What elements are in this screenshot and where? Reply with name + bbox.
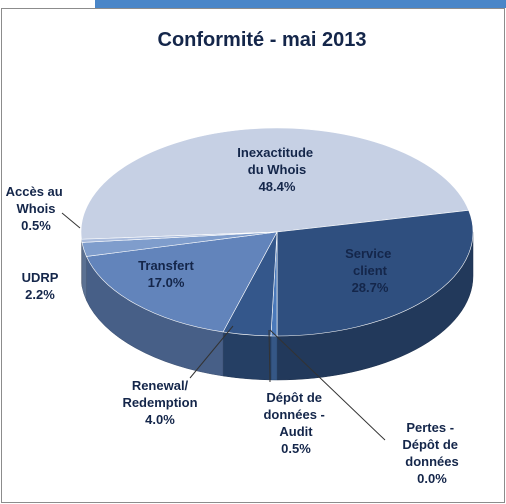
label-line: Dépôt de [402,437,461,452]
label-line: données [405,454,458,469]
slice-side [81,239,83,287]
data-label-name: Service client [345,246,395,278]
data-label-value: 2.2% [25,287,55,302]
data-label-value: 48.4% [259,179,296,194]
label-line: données - [263,407,328,422]
data-label-name: Transfert [138,258,194,273]
label-line: Renewal/ [132,378,189,393]
label-line: du Whois [248,162,307,177]
label-line: Inexactitude [237,145,316,160]
labels: Inexactitude du Whois 48.4% Service client… [6,145,462,486]
pie-tops [80,127,474,337]
slice-side [222,331,272,381]
label-line: Accès au [6,184,67,199]
data-label-value: 0.5% [281,441,311,456]
slice [80,127,470,240]
data-label-name: Accès au Whois [6,184,67,216]
top-strip [95,0,506,8]
slice [276,210,474,337]
label-line: Redemption [122,395,197,410]
label-line: Dépôt de [266,390,325,405]
label-line: Pertes - [406,420,457,435]
leader-line [269,329,386,441]
data-label-value: 17.0% [148,275,185,290]
data-label-name: Dépôt de données - Audit [263,390,328,439]
label-line: UDRP [22,270,59,285]
slice-side [270,335,278,381]
slice [81,231,278,243]
data-label-value: 4.0% [145,412,175,427]
label-line: Whois [17,201,56,216]
data-label-name: Renewal/Redemption [122,378,197,410]
data-label-name: UDRP [22,270,59,285]
chart-title: Conformité - mai 2013 [158,29,367,51]
leader-line [189,325,234,379]
leader-line [61,212,81,229]
label-line: Service [345,246,395,261]
label-line: client [353,263,388,278]
data-label-value: 0.5% [21,218,51,233]
data-label-name: Inexactitude du Whois [237,145,316,177]
label-line: Audit [279,424,313,439]
leader-line [268,329,271,383]
data-label-value: 0.0% [417,471,447,486]
label-line: Transfert [138,258,194,273]
data-label-name: Pertes - Dépôt de données [402,420,461,469]
frame [1,8,505,503]
slice [86,231,278,333]
data-label-value: 28.7% [352,280,389,295]
